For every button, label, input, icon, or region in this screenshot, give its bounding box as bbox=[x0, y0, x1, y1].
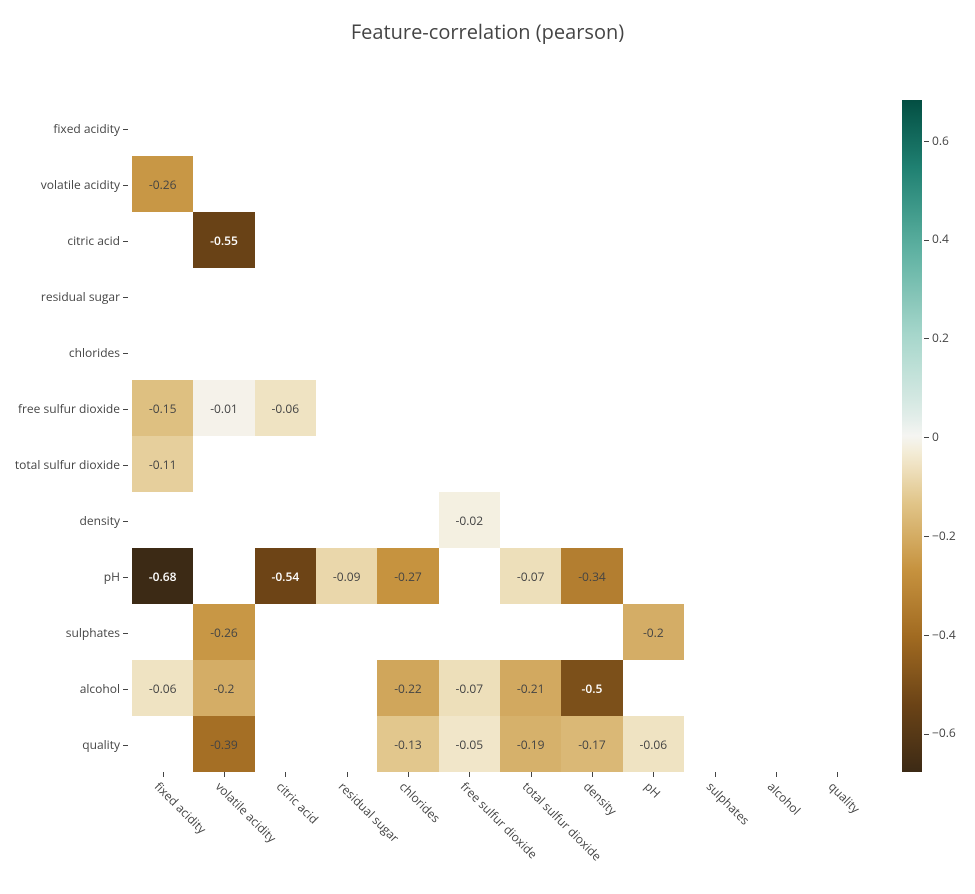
heatmap-cell: -0.54 bbox=[255, 548, 316, 604]
x-tick-label: density bbox=[580, 778, 621, 819]
chart-stage: Feature-correlation (pearson) -0.26-0.55… bbox=[0, 0, 975, 894]
x-tick-label: citric acid bbox=[273, 778, 322, 827]
heatmap-cell: -0.09 bbox=[316, 548, 377, 604]
heatmap-cell: -0.68 bbox=[132, 548, 193, 604]
heatmap-grid: -0.26-0.55-0.15-0.01-0.06-0.11-0.02-0.68… bbox=[132, 100, 868, 772]
x-tick-mark bbox=[224, 772, 225, 777]
heatmap-cell: -0.55 bbox=[193, 212, 254, 268]
x-tick-mark bbox=[531, 772, 532, 777]
y-tick-label: free sulfur dioxide bbox=[0, 400, 128, 417]
x-tick-mark bbox=[592, 772, 593, 777]
y-tick-label: quality bbox=[0, 736, 128, 753]
heatmap-cell: -0.17 bbox=[561, 716, 622, 772]
y-tick-label: fixed acidity bbox=[0, 120, 128, 137]
x-tick-label: volatile acidity bbox=[212, 778, 280, 846]
heatmap-cell: -0.01 bbox=[193, 380, 254, 436]
heatmap-cell: -0.5 bbox=[561, 660, 622, 716]
y-tick-label: total sulfur dioxide bbox=[0, 456, 128, 473]
y-tick-label: citric acid bbox=[0, 232, 128, 249]
x-tick-label: pH bbox=[641, 778, 664, 801]
x-tick-mark bbox=[837, 772, 838, 777]
heatmap-cell: -0.26 bbox=[193, 604, 254, 660]
colorbar-tick-label: 0.6 bbox=[924, 132, 949, 149]
heatmap-cell: -0.27 bbox=[377, 548, 438, 604]
heatmap-cell: -0.05 bbox=[439, 716, 500, 772]
heatmap-cell: -0.07 bbox=[439, 660, 500, 716]
x-tick-label: fixed acidity bbox=[151, 778, 210, 837]
y-tick-label: chlorides bbox=[0, 344, 128, 361]
x-tick-label: residual sugar bbox=[335, 778, 403, 846]
x-tick-mark bbox=[163, 772, 164, 777]
heatmap-cell: -0.26 bbox=[132, 156, 193, 212]
x-tick-mark bbox=[347, 772, 348, 777]
colorbar-tick-label: −0.2 bbox=[924, 527, 956, 544]
x-tick-label: chlorides bbox=[396, 778, 444, 826]
x-tick-mark bbox=[408, 772, 409, 777]
x-tick-mark bbox=[776, 772, 777, 777]
x-tick-label: quality bbox=[825, 778, 864, 817]
colorbar-tick-label: 0.4 bbox=[924, 230, 949, 247]
heatmap-cell: -0.07 bbox=[500, 548, 561, 604]
y-tick-label: alcohol bbox=[0, 680, 128, 697]
x-tick-mark bbox=[715, 772, 716, 777]
heatmap-cell: -0.34 bbox=[561, 548, 622, 604]
heatmap-cell: -0.2 bbox=[193, 660, 254, 716]
heatmap-cell: -0.15 bbox=[132, 380, 193, 436]
heatmap-cell: -0.06 bbox=[132, 660, 193, 716]
x-tick-mark bbox=[653, 772, 654, 777]
colorbar-tick-label: 0.2 bbox=[924, 329, 949, 346]
heatmap-cell: -0.21 bbox=[500, 660, 561, 716]
heatmap-cell: -0.13 bbox=[377, 716, 438, 772]
heatmap-cell: -0.39 bbox=[193, 716, 254, 772]
heatmap-cell: -0.02 bbox=[439, 492, 500, 548]
y-tick-label: sulphates bbox=[0, 624, 128, 641]
colorbar bbox=[902, 100, 922, 772]
chart-title: Feature-correlation (pearson) bbox=[0, 18, 975, 45]
x-tick-mark bbox=[469, 772, 470, 777]
heatmap-cell: -0.11 bbox=[132, 436, 193, 492]
y-tick-label: pH bbox=[0, 568, 128, 585]
heatmap-cell: -0.22 bbox=[377, 660, 438, 716]
colorbar-tick-label: −0.4 bbox=[924, 626, 956, 643]
x-tick-mark bbox=[285, 772, 286, 777]
colorbar-tick-label: 0 bbox=[924, 428, 939, 445]
y-tick-label: residual sugar bbox=[0, 288, 128, 305]
x-tick-label: alcohol bbox=[764, 778, 805, 819]
y-tick-label: volatile acidity bbox=[0, 176, 128, 193]
heatmap-cell: -0.19 bbox=[500, 716, 561, 772]
y-tick-label: density bbox=[0, 512, 128, 529]
heatmap-cell: -0.06 bbox=[255, 380, 316, 436]
heatmap-cell: -0.2 bbox=[623, 604, 684, 660]
x-tick-label: sulphates bbox=[703, 778, 753, 828]
colorbar-tick-label: −0.6 bbox=[924, 724, 956, 741]
heatmap-cell: -0.06 bbox=[623, 716, 684, 772]
